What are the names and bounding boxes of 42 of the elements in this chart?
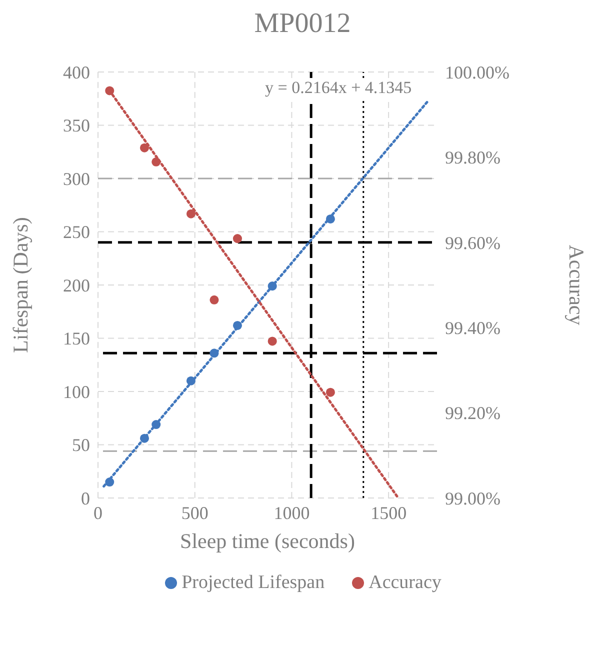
point [140, 434, 150, 443]
y2-axis-title: Accuracy [564, 244, 589, 326]
legend-label: Projected Lifespan [180, 572, 325, 594]
point [152, 157, 161, 166]
y-axis-title: Lifespan (Days) [8, 217, 32, 353]
chart-title: MP0012 [253, 8, 352, 41]
point [152, 420, 161, 430]
x-tick-label: 1000 [274, 502, 310, 523]
point [326, 214, 335, 224]
point [186, 376, 196, 386]
x-tick-label: 500 [181, 502, 208, 523]
y2-tick-label: 99.20% [445, 403, 500, 424]
y-tick-label: 100 [63, 382, 90, 402]
y-tick-label: 50 [72, 435, 90, 456]
legend-label: Accuracy [368, 572, 442, 594]
y-tick-label: 350 [63, 116, 90, 136]
annotation: y = 0.2164x + 4.1345 [263, 78, 414, 98]
point [232, 320, 242, 330]
point [326, 388, 335, 397]
y-tick-label: 250 [63, 222, 90, 242]
point [105, 86, 114, 96]
y2-tick-label: 99.80% [445, 148, 500, 168]
point [268, 282, 277, 291]
point [105, 478, 114, 487]
point [140, 143, 150, 152]
y-tick-label: 200 [63, 275, 90, 296]
x-tick-label: 1500 [370, 502, 407, 523]
y-tick-label: 400 [63, 62, 90, 82]
point [210, 348, 219, 358]
point [232, 234, 242, 244]
x-tick-label: 0 [94, 502, 102, 523]
y2-tick-label: 99.40% [445, 318, 500, 338]
y-tick-label: 150 [63, 328, 90, 349]
x-axis-title: Sleep time (seconds) [180, 529, 355, 553]
y2-tick-label: 99.00% [445, 488, 500, 508]
y2-tick-label: 99.60% [445, 232, 500, 253]
y2-tick-label: 100.00% [445, 62, 510, 82]
y-tick-label: 0 [81, 488, 90, 508]
y-tick-label: 300 [63, 168, 90, 189]
point [186, 209, 196, 218]
point [210, 295, 219, 304]
point [268, 336, 277, 346]
